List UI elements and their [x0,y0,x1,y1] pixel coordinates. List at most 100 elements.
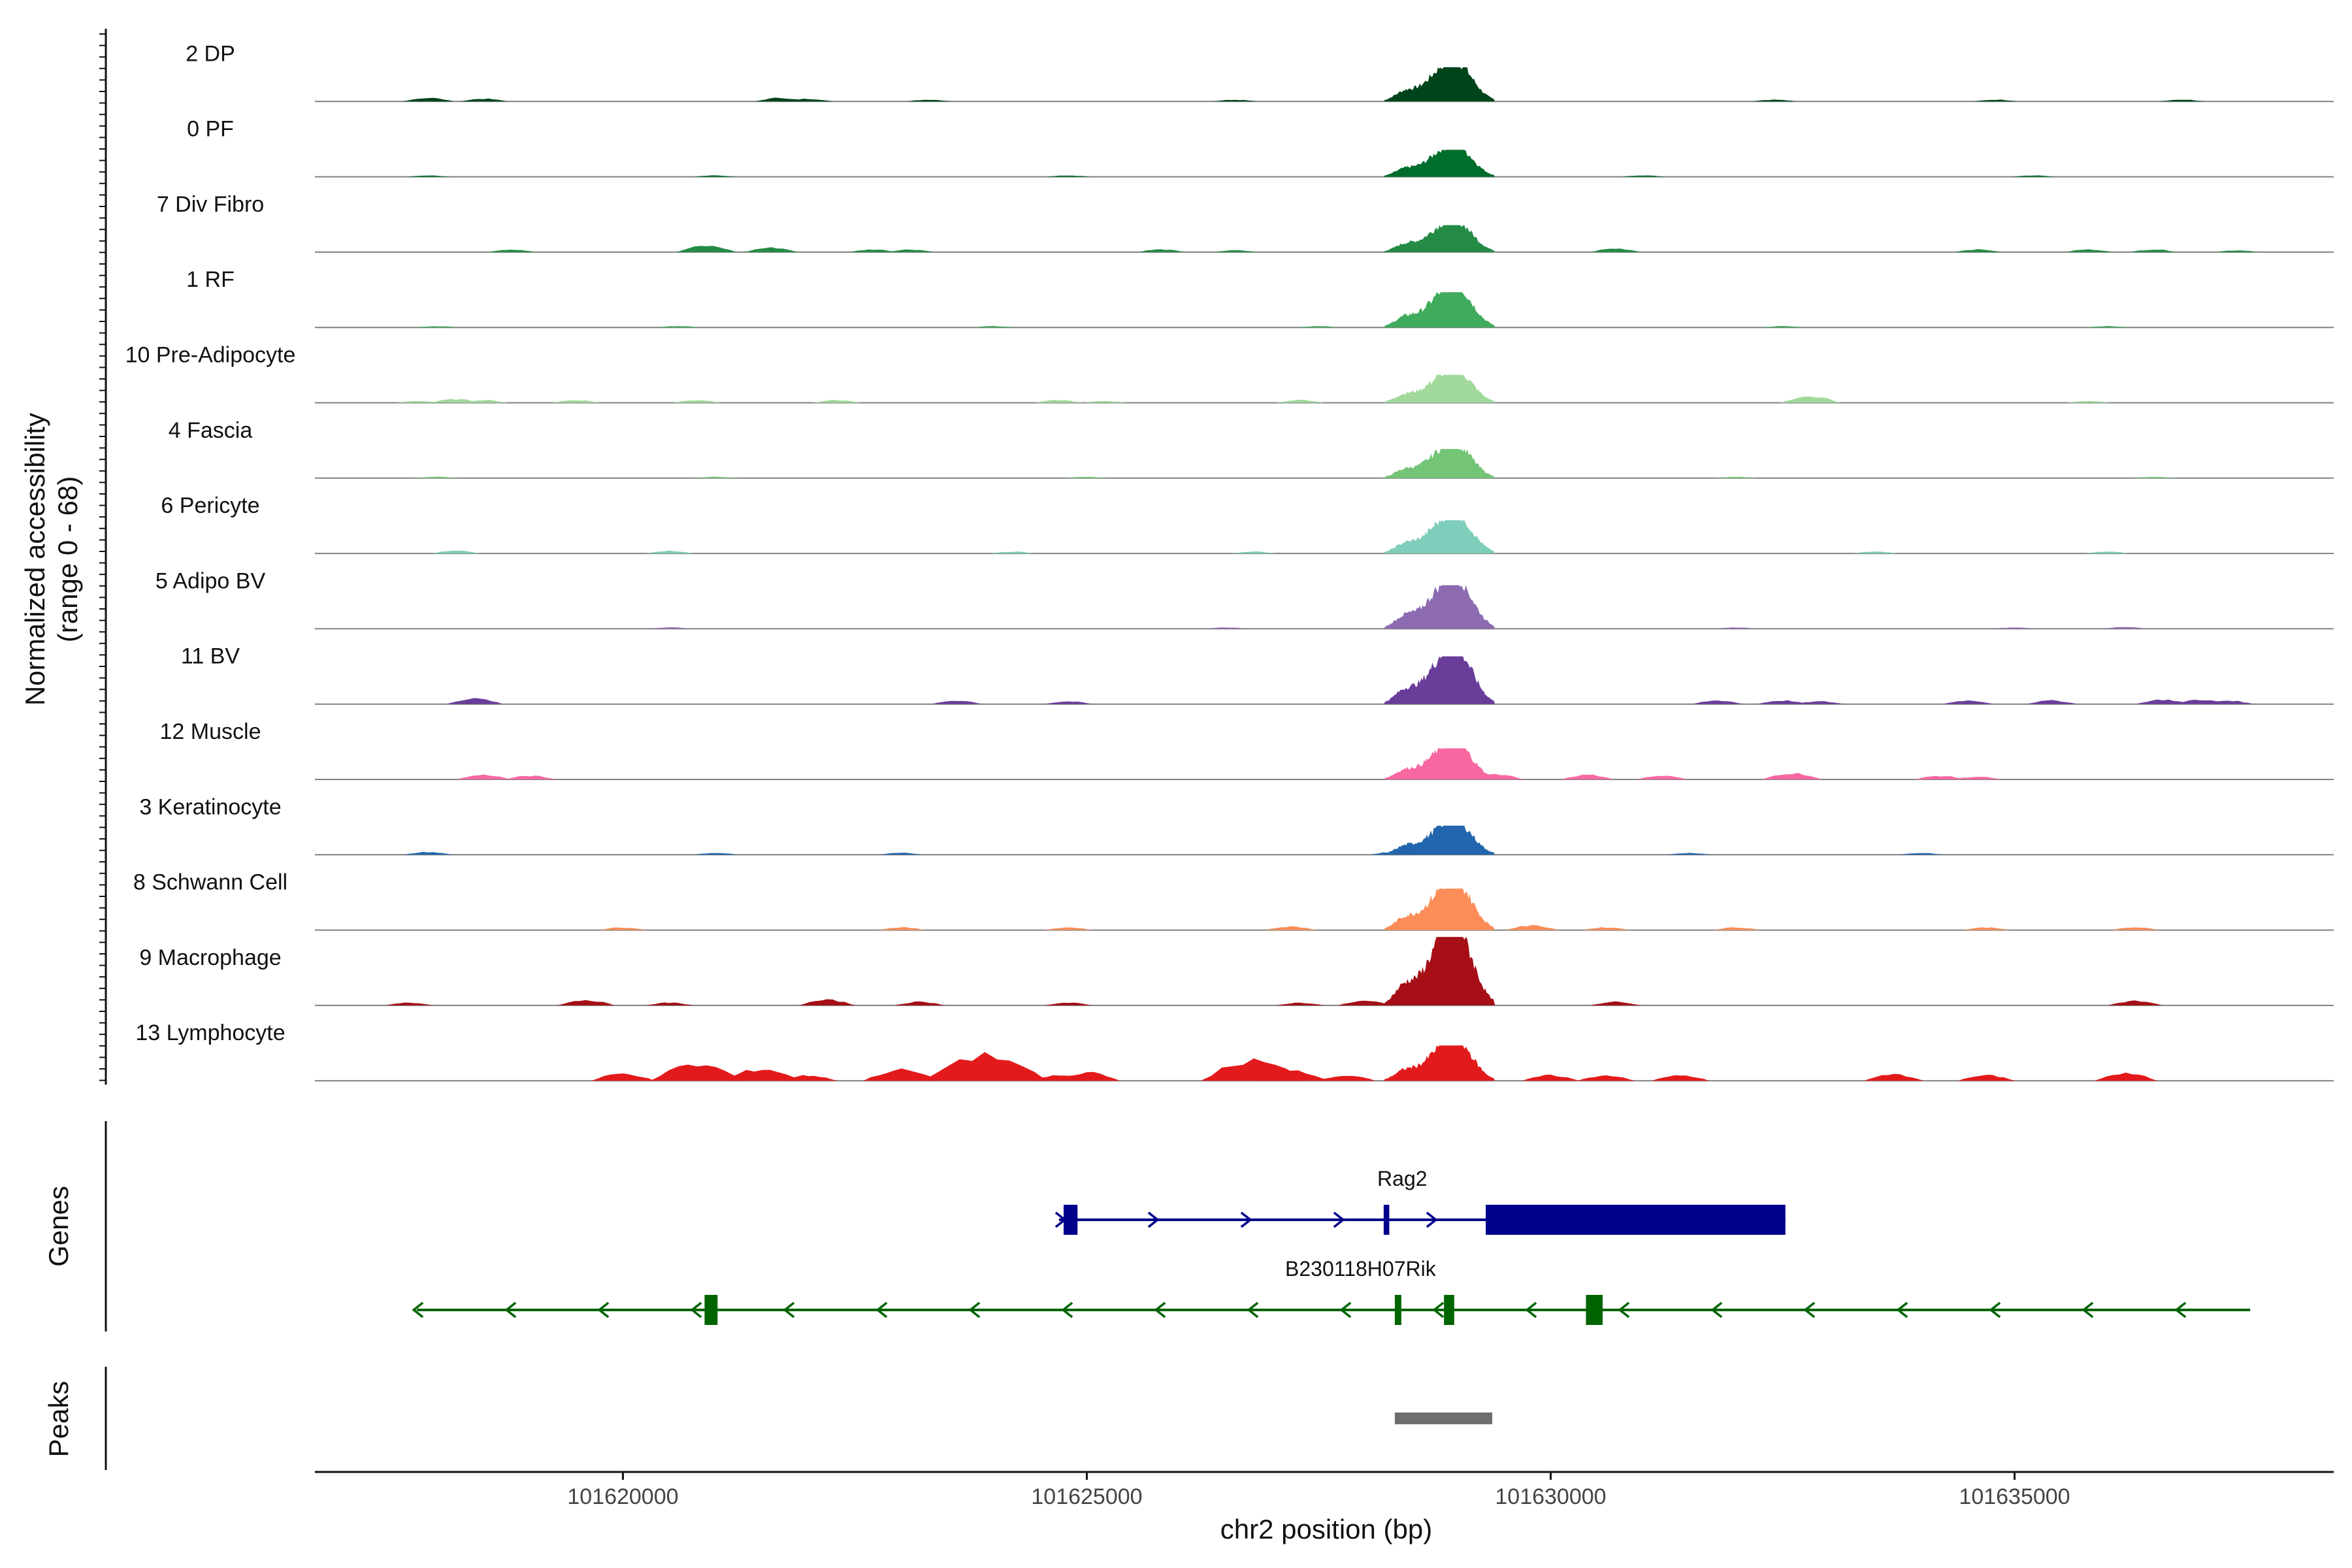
accessibility-bump [504,776,556,779]
track-label: 8 Schwann Cell [133,870,287,895]
x-tick-label: 101620000 [567,1484,678,1509]
accessibility-bump [1953,776,2002,779]
track-8-schwann-cell: 8 Schwann Cell [133,870,2334,931]
main-peak [1383,374,1495,403]
accessibility-bump [1761,772,1822,779]
gene-rag2: Rag2 [1054,1167,1786,1235]
accessibility-bump [645,1002,694,1005]
accessibility-bump [1942,700,1994,704]
accessibility-bump [812,400,861,403]
accessibility-bump [406,175,450,177]
exon [1394,1295,1401,1325]
exon [1383,1205,1390,1235]
accessibility-bump [906,99,952,102]
accessibility-bump [2094,1072,2158,1081]
track-7-div-fibro: 7 Div Fibro [157,192,2334,253]
track-10-pre-adipocyte: 10 Pre-Adipocyte [125,343,2334,404]
peaks-axis-title: Peaks [43,1381,74,1458]
accessibility-bump [2214,250,2260,252]
main-peak [1383,225,1495,252]
accessibility-bump [657,326,701,328]
accessibility-bump [1053,1071,1120,1081]
accessibility-bump [1297,326,1341,328]
accessibility-bump [1863,1073,1925,1081]
accessibility-bump [1590,248,1642,252]
accessibility-bump [2011,175,2055,177]
track-label: 11 BV [181,644,240,669]
x-tick-label: 101625000 [1031,1484,1142,1509]
track-label: 0 PF [187,117,234,142]
accessibility-bump [990,551,1036,554]
gene-b230118h07rik: B230118H07Rik [412,1257,2251,1325]
accessibility-bump [1652,1075,1710,1081]
accessibility-bump [591,1073,655,1081]
accessibility-bump [972,325,1016,328]
accessibility-bump [779,1075,838,1081]
strand-arrow [1803,1301,1816,1318]
accessibility-bump [1044,701,1093,704]
strand-arrow [504,1301,517,1318]
x-tick-label: 101630000 [1495,1484,1606,1509]
accessibility-bump [1560,774,1615,779]
accessibility-bump [1993,627,2036,629]
accessibility-bump [1265,926,1317,930]
y-axis [99,29,107,1085]
accessibility-bump [431,551,480,554]
accessibility-bump [459,400,508,403]
accessibility-bump [894,1001,946,1005]
accessibility-bump [1213,99,1258,102]
accessibility-bump [1522,1074,1580,1081]
genes-axis-title: Genes [43,1186,74,1267]
accessibility-bump [650,1064,745,1081]
accessibility-bump [459,98,508,102]
main-peak [1383,150,1495,177]
x-axis: 101620000 101625000 101630000 101635000 [315,1471,2334,1509]
accessibility-bump [694,175,738,177]
strand-arrow [1147,1211,1160,1228]
accessibility-bump [1795,701,1844,704]
accessibility-bump [1957,1075,2016,1081]
track-0-pf: 0 PF [187,117,2334,178]
accessibility-bump [1137,249,1186,252]
track-label: 10 Pre-Adipocyte [125,343,296,368]
accessibility-bump [385,1002,434,1005]
accessibility-bump [456,774,512,779]
gene-label: B230118H07Rik [1285,1257,1437,1281]
accessibility-bump [784,99,833,102]
accessibility-bump [798,999,856,1005]
accessibility-bump [446,698,504,704]
main-peak [1383,656,1495,704]
accessibility-bump [1044,1002,1093,1005]
accessibility-bump [1914,776,1967,779]
strand-arrow [1240,1211,1252,1228]
genes-panel: Rag2 B230118H07Rik [105,1121,2251,1331]
accessibility-bump [1714,627,1758,629]
track-2-dp: 2 DP [186,41,2334,103]
track-4-fascia: 4 Fascia [169,418,2334,479]
track-1-rf: 1 RF [186,267,2334,329]
accessibility-bump [1505,924,1560,930]
strand-arrow [412,1301,424,1318]
exon [704,1295,718,1325]
track-label: 7 Div Fibro [157,192,264,217]
strand-arrow [875,1301,888,1318]
exon [1486,1205,1786,1235]
track-6-pericyte: 6 Pericyte [161,493,2334,555]
accessibility-bump [723,1070,802,1081]
strand-arrow [1618,1301,1630,1318]
accessibility-bump [2202,700,2254,704]
strand-arrow [1432,1301,1445,1318]
accessibility-bump [878,853,924,855]
strand-arrow [2174,1301,2187,1318]
accessibility-bump [552,400,601,403]
accessibility-bump [415,476,459,478]
strand-arrow [1333,1211,1345,1228]
accessibility-bump [877,927,926,930]
main-peak [1383,937,1495,1005]
peaks-panel [105,1367,1493,1470]
accessibility-bump [922,1052,1047,1081]
accessibility-bump [557,1000,615,1005]
strand-arrow [1710,1301,1723,1318]
accessibility-bump [2129,250,2178,252]
accessibility-bump [886,249,935,252]
